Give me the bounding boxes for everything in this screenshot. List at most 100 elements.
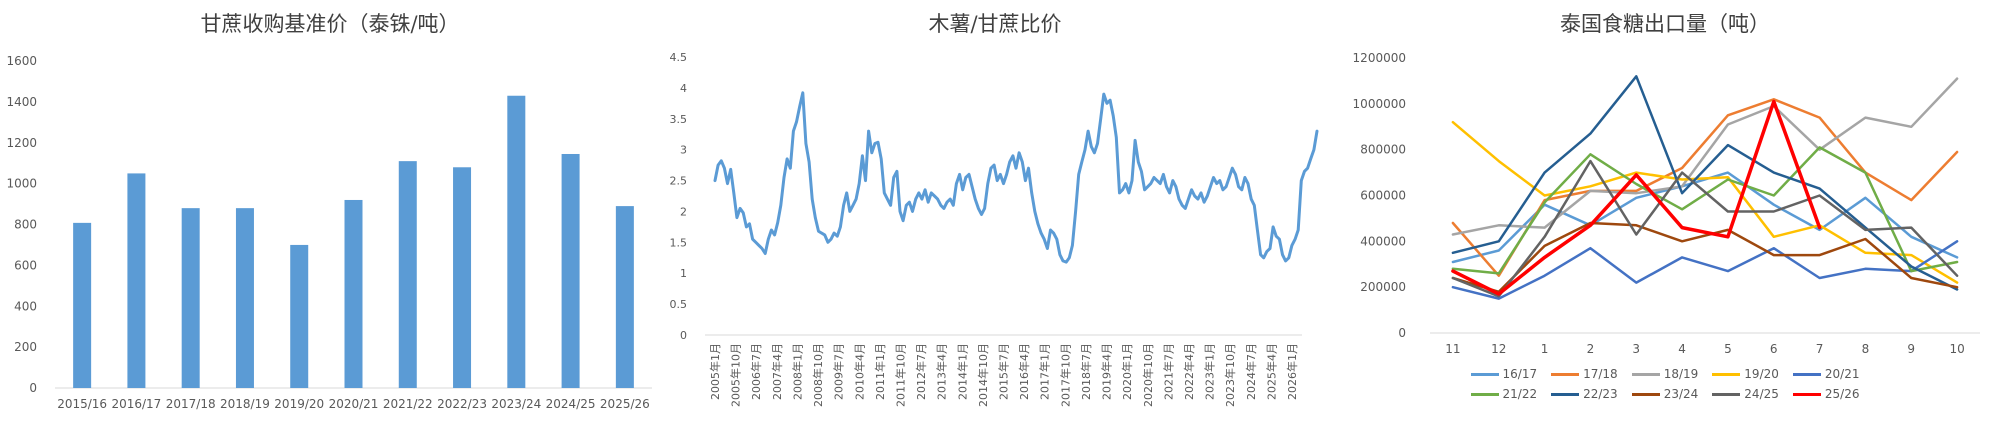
x-tick-label: 5 (1724, 342, 1732, 356)
x-tick-label: 10 (1949, 342, 1964, 356)
legend-swatch (1792, 392, 1821, 396)
legend-label: 23/24 (1663, 387, 1699, 401)
legend-swatch (1792, 372, 1821, 376)
sugar-export-panel: 泰国食糖出口量（吨） 0 200000 400000 600000 800000 1000… (1330, 0, 2000, 421)
y-tick-label: 600000 (1360, 189, 1406, 203)
x-tick-label: 2011年1月 (873, 343, 887, 400)
x-tick-label: 2014年10月 (976, 343, 990, 407)
legend-label: 20/21 (1824, 367, 1860, 381)
y-tick-label: 1 (680, 267, 687, 280)
y-tick-label: 4 (680, 82, 687, 95)
x-tick-label: 2017年1月 (1038, 343, 1052, 400)
legend-item: 18/19 (1631, 367, 1698, 381)
legend-item: 24/25 (1712, 387, 1779, 401)
x-tick-label: 2024/25 (546, 397, 596, 411)
bar (344, 199, 363, 388)
x-tick-label: 3 (1632, 342, 1640, 356)
y-tick-label: 2.5 (670, 175, 688, 188)
x-tick-label: 2020/21 (329, 397, 379, 411)
x-tick-label: 2017/18 (166, 397, 216, 411)
x-tick-label: 12 (1491, 342, 1506, 356)
y-tick-label: 200000 (1360, 280, 1406, 294)
y-tick-label: 200 (14, 340, 37, 354)
x-tick-label: 2019年4月 (1100, 343, 1114, 400)
bar (290, 244, 309, 388)
x-tick-label: 11 (1445, 342, 1460, 356)
x-tick-label: 4 (1678, 342, 1686, 356)
legend-swatch (1470, 372, 1499, 376)
y-tick-label: 0 (29, 381, 37, 395)
x-tick-label: 2014年1月 (955, 343, 969, 400)
x-tick-label: 2015/16 (57, 397, 107, 411)
x-tick-label: 2013年4月 (935, 343, 949, 400)
x-tick-label: 2025/26 (600, 397, 650, 411)
y-tick-label: 0.5 (670, 298, 688, 311)
x-tick-label: 2018/19 (220, 397, 270, 411)
y-tick-label: 1600 (6, 54, 37, 68)
legend-label: 22/23 (1583, 387, 1618, 401)
x-tick-label: 2 (1587, 342, 1595, 356)
y-tick-label: 800000 (1360, 143, 1406, 157)
y-tick-label: 0 (680, 329, 687, 342)
y-tick-label: 2 (680, 205, 687, 218)
x-tick-label: 1 (1541, 342, 1549, 356)
legend-item: 25/26 (1792, 387, 1860, 401)
cassava-ratio-title: 木薯/甘蔗比价 (928, 12, 1062, 36)
y-tick-label: 400 (14, 299, 37, 313)
x-tick-label: 2018年7月 (1079, 343, 1093, 400)
series-line-18-19 (1451, 77, 1959, 236)
y-tick-label: 1200000 (1353, 51, 1406, 65)
series-line-24-25 (1451, 159, 1959, 298)
y-tick-label: 0 (1398, 326, 1406, 340)
x-tick-label: 2023/24 (491, 397, 541, 411)
legend-swatch (1712, 392, 1741, 396)
x-tick-label: 2015年7月 (997, 343, 1011, 400)
y-tick-label: 1000000 (1353, 97, 1406, 111)
y-tick-label: 3 (680, 144, 687, 157)
legend-row: 21/22 22/23 23/24 24/25 25/26 (1330, 387, 2000, 401)
bar (127, 173, 146, 388)
x-tick-label: 2023年10月 (1223, 343, 1237, 407)
series-line-19-20 (1451, 120, 1959, 284)
x-tick-label: 7 (1816, 342, 1824, 356)
series-line-17-18 (1451, 98, 1959, 277)
ratio-line (713, 91, 1319, 264)
legend-label: 16/17 (1502, 367, 1538, 381)
y-tick-label: 1400 (6, 95, 37, 109)
legend-item: 17/18 (1551, 367, 1618, 381)
sugar-export-chart: 0 200000 400000 600000 800000 1000000 1200000 1… (1353, 51, 1980, 356)
sugar-export-title: 泰国食糖出口量（吨） (1560, 12, 1770, 36)
bar (181, 208, 200, 388)
legend-swatch (1631, 392, 1660, 396)
x-tick-label: 2010年4月 (852, 343, 866, 400)
legend-swatch (1470, 392, 1499, 396)
x-tick-label: 2021/22 (383, 397, 433, 411)
series-line-21-22 (1451, 146, 1959, 275)
cane-price-title: 甘蔗收购基准价（泰铢/吨） (200, 12, 460, 36)
x-tick-label: 2017年10月 (1058, 343, 1072, 407)
x-tick-label: 2005年10月 (729, 343, 743, 407)
bar (73, 222, 92, 388)
legend-label: 21/22 (1502, 387, 1538, 401)
x-tick-label: 9 (1907, 342, 1915, 356)
y-tick-label: 1200 (6, 136, 37, 150)
legend-label: 24/25 (1744, 387, 1779, 401)
legend-item: 20/21 (1792, 367, 1860, 381)
x-tick-label: 2016/17 (111, 397, 161, 411)
x-tick-label: 2023年1月 (1203, 343, 1217, 400)
legend-swatch (1551, 392, 1580, 396)
x-tick-label: 2022年4月 (1182, 343, 1196, 400)
series-line-20-21 (1451, 240, 1959, 300)
series-line-22-23 (1451, 75, 1959, 291)
legend-swatch (1551, 372, 1580, 376)
x-tick-label: 2009年7月 (832, 343, 846, 400)
bar (398, 161, 417, 388)
cassava-ratio-panel: 木薯/甘蔗比价 0 0.5 1 1.5 2 2.5 3 3.5 4 4.5 2005年1月 2005年… (660, 0, 1330, 421)
legend-label: 25/26 (1824, 387, 1860, 401)
x-tick-label: 2020年10月 (1141, 343, 1155, 407)
series-line-25-26 (1451, 99, 1822, 296)
x-tick-label: 2016年4月 (1017, 343, 1031, 400)
legend-label: 19/20 (1744, 367, 1779, 381)
cane-price-chart: 0 200 400 600 800 1000 1200 1400 1600 2015/16 2016… (6, 54, 652, 411)
x-tick-label: 2007年4月 (770, 343, 784, 400)
